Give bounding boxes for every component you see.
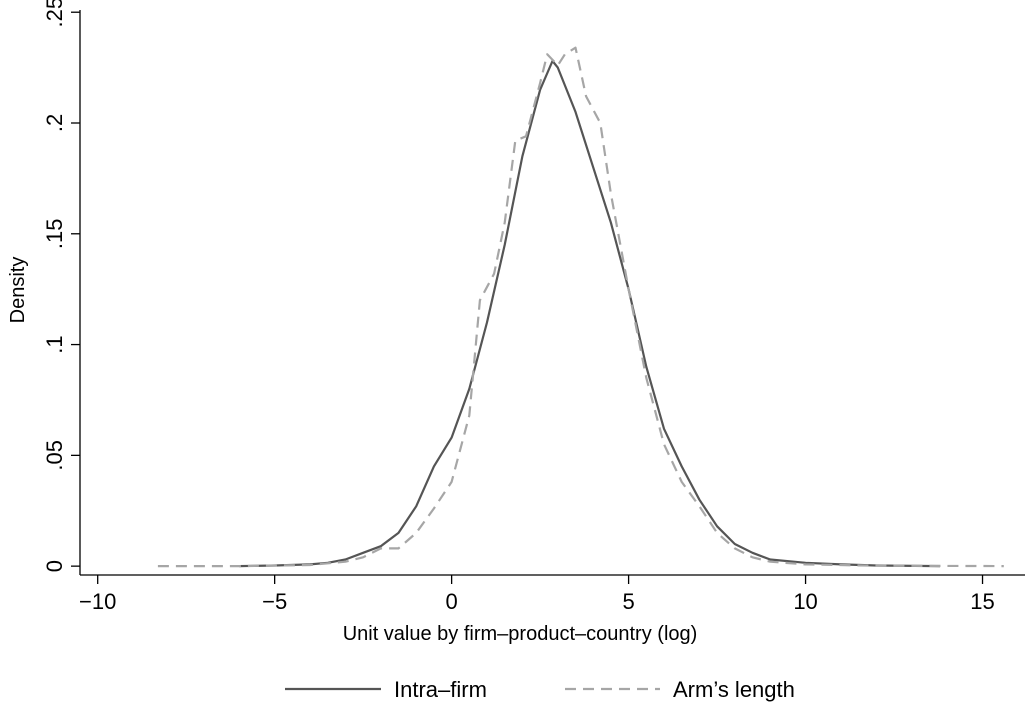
x-tick-label: 0 bbox=[446, 589, 458, 614]
legend: Intra–firm Arm’s length bbox=[285, 677, 795, 702]
series-line-1 bbox=[157, 46, 1004, 568]
x-axis-title: Unit value by firm–product–country (log) bbox=[343, 623, 698, 645]
y-axis-title: Density bbox=[7, 257, 29, 324]
legend-label-intra-firm: Intra–firm bbox=[394, 677, 487, 702]
series-line-0 bbox=[239, 59, 941, 568]
x-tick-label: 15 bbox=[970, 589, 994, 614]
y-tick-label: .15 bbox=[42, 218, 67, 249]
x-tick-label: 10 bbox=[793, 589, 817, 614]
x-tick-label: 5 bbox=[622, 589, 634, 614]
plot-lines bbox=[157, 46, 1004, 568]
x-axis-ticks: −10 −5 0 5 10 15 bbox=[79, 575, 995, 614]
y-tick-label: .05 bbox=[42, 440, 67, 471]
y-tick-label: .2 bbox=[42, 114, 67, 132]
x-tick-label: −5 bbox=[262, 589, 287, 614]
legend-label-arms-length: Arm’s length bbox=[673, 677, 795, 702]
x-tick-label: −10 bbox=[79, 589, 116, 614]
y-tick-label: .1 bbox=[42, 335, 67, 353]
y-tick-label: .25 bbox=[42, 0, 67, 28]
y-axis-ticks: 0 .05 .1 .15 .2 .25 bbox=[42, 0, 80, 572]
y-tick-label: 0 bbox=[42, 560, 67, 572]
